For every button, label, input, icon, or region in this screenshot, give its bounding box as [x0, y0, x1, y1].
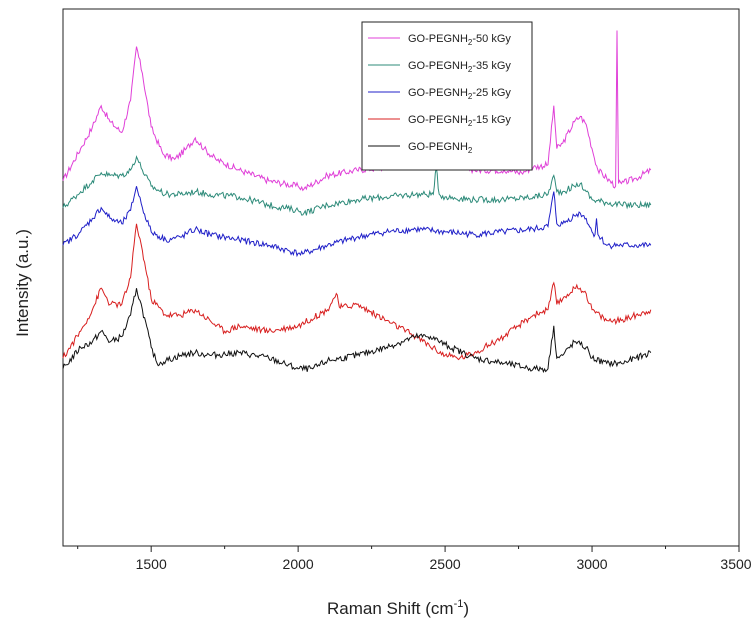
legend-label: GO-PEGNH2-25 kGy: [408, 87, 511, 101]
x-tick-label: 2000: [283, 556, 314, 572]
x-tick-label: 1500: [136, 556, 167, 572]
series-line-4: [62, 223, 652, 361]
y-axis-title: Intensity (a.u.): [13, 229, 32, 337]
series-line-3: [62, 186, 652, 258]
legend-label: GO-PEGNH2: [408, 141, 473, 155]
legend: GO-PEGNH2-50 kGy GO-PEGNH2-35 kGy GO-PEGNH…: [361, 21, 533, 171]
plot-frame: [62, 8, 740, 547]
x-tick-label: 2500: [430, 556, 461, 572]
series-line-5: [62, 288, 652, 374]
x-tick-label: 3500: [720, 556, 751, 572]
x-axis-title: Raman Shift (cm-1): [327, 598, 469, 618]
series-line-1: [62, 30, 652, 192]
series-group: [62, 30, 652, 374]
legend-label: GO-PEGNH2-50 kGy: [408, 33, 511, 47]
x-tick-label: 3000: [576, 556, 607, 572]
legend-box: [361, 21, 533, 171]
legend-label: GO-PEGNH2-15 kGy: [408, 114, 511, 128]
x-axis-ticks: 1500 2000 2500 3000 3500: [77, 546, 752, 572]
legend-label: GO-PEGNH2-35 kGy: [408, 60, 511, 74]
series-line-2: [62, 155, 652, 216]
